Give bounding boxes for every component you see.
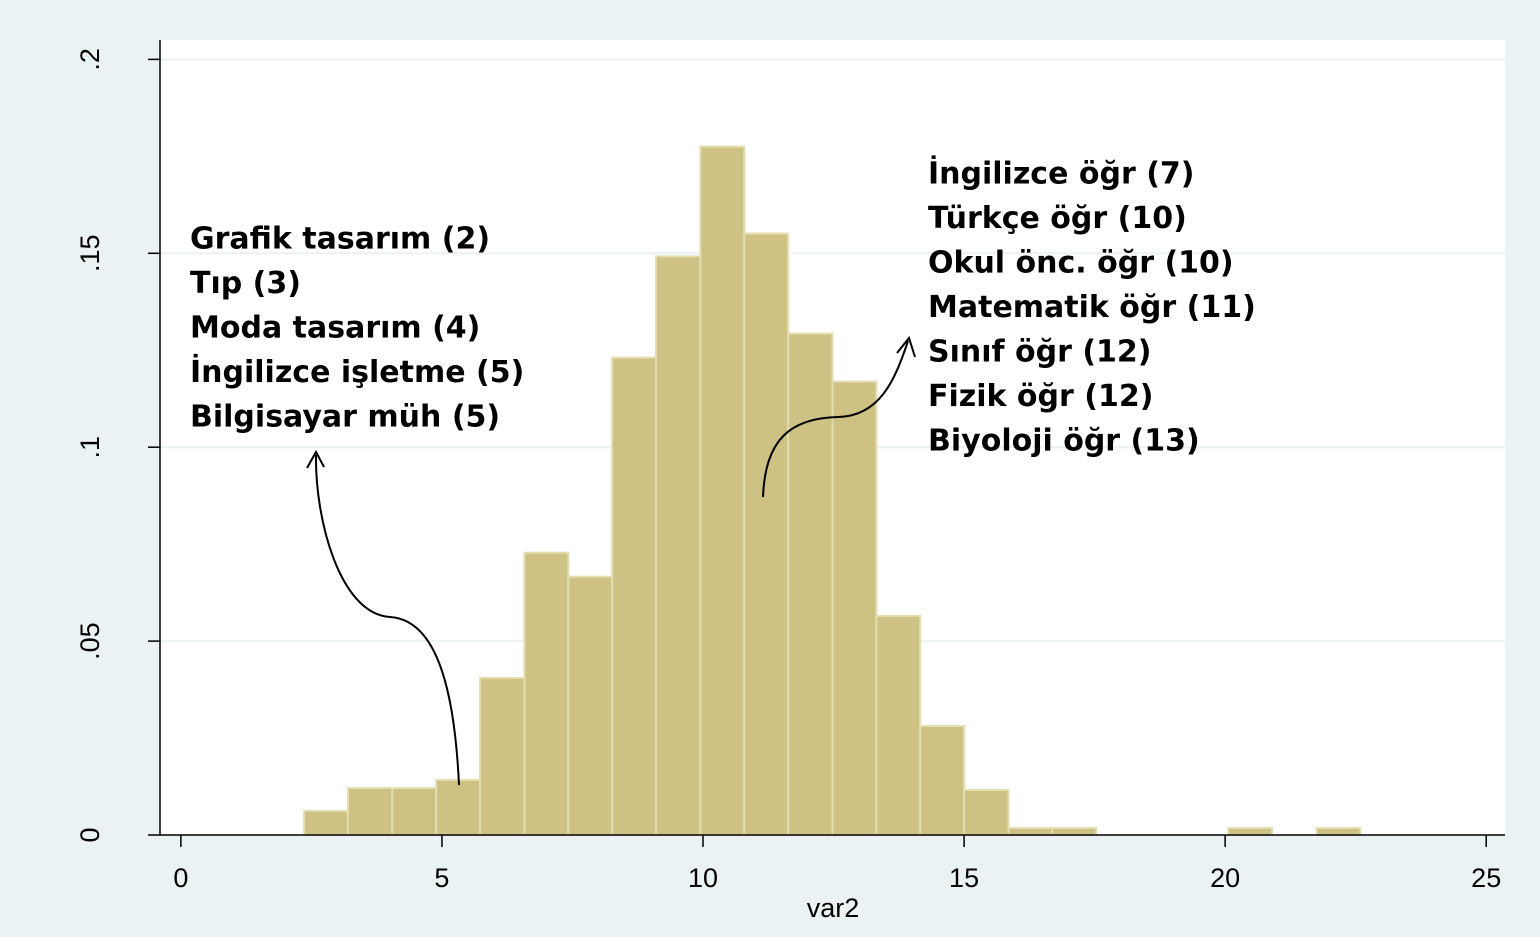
x-tick-label: 20 [1210,863,1240,893]
bar [787,332,834,836]
annotation: İngilizce işletme (5) [190,354,524,390]
arrow-head [896,335,916,358]
annotation: Tıp (3) [190,266,301,301]
bar [479,676,526,836]
bars [303,145,1362,837]
arrow-head [306,449,325,469]
annotation: Okul önc. öğr (10) [928,246,1234,281]
x-tick-label: 10 [688,863,718,893]
annotation: Bilgisayar müh (5) [190,400,500,435]
y-tick-label: 0 [75,827,105,842]
annotation: Moda tasarım (4) [190,311,480,346]
bar [1227,827,1274,837]
annotation: Grafik tasarım (2) [190,222,490,257]
bar [699,145,746,836]
bar [567,575,614,836]
y-tick-label: .2 [75,48,105,71]
bar [1051,827,1098,837]
bar [346,787,394,837]
bar [611,356,658,836]
x-tick-label: 0 [173,863,188,893]
bar [963,789,1010,837]
x-tick-label: 25 [1471,863,1501,893]
bar [523,551,570,836]
y-tick-label: .1 [75,436,105,459]
arrow [762,340,909,498]
bar [655,255,702,836]
annotation: Sınıf öğr (12) [928,335,1152,370]
bar [1315,827,1362,837]
x-tick-label: 5 [434,863,449,893]
annotation: İngilizce öğr (7) [928,156,1195,192]
y-tick-label: .15 [75,235,105,273]
bar [391,787,438,837]
bar [875,614,922,837]
bar [743,232,790,836]
x-tick-label: 15 [949,863,979,893]
bar [831,380,878,836]
y-tick-label: .05 [75,622,105,660]
arrow [314,454,460,786]
annotation: Matematik öğr (11) [928,290,1256,325]
bar [1007,827,1054,837]
annotation: Fizik öğr (12) [928,379,1153,414]
arrows [306,335,916,786]
annotation: Biyoloji öğr (13) [928,424,1200,459]
x-axis-label: var2 [807,893,860,923]
annotation: Türkçe öğr (10) [928,201,1187,236]
bar [303,809,349,837]
bar [919,725,966,837]
bar [435,778,482,836]
